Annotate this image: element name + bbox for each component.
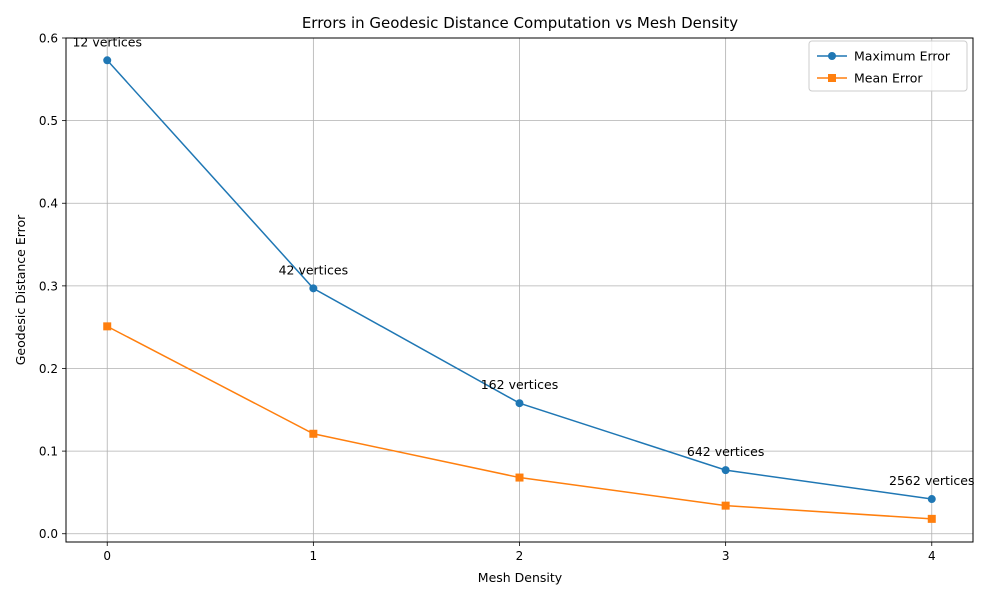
y-tick-label: 0.3: [39, 279, 58, 293]
legend-frame: [808, 40, 968, 92]
vertex-count-annotation: 2562 vertices: [889, 473, 974, 488]
data-point-mean-error: [721, 501, 730, 510]
legend: Maximum Error Mean Error: [808, 40, 968, 92]
axis-ticks: 0 1 2 3 4 0.0 0.1 0.2 0.3 0.4 0.5 0.6: [39, 32, 936, 564]
data-point-mean-error: [515, 473, 524, 482]
y-tick-label: 0.4: [39, 197, 58, 211]
legend-label-mean-error: Mean Error: [854, 71, 923, 86]
chart-title: Errors in Geodesic Distance Computation …: [302, 14, 738, 32]
data-point-max-error: [927, 495, 936, 504]
x-tick-label: 1: [310, 549, 318, 563]
y-tick-label: 0.2: [39, 362, 58, 376]
legend-marker-mean-error: [828, 74, 836, 82]
vertex-count-annotation: 12 vertices: [72, 34, 142, 49]
data-point-max-error: [103, 56, 112, 65]
x-tick-label: 4: [928, 549, 936, 563]
y-axis-label: Geodesic Distance Error: [13, 214, 28, 365]
y-tick-label: 0.6: [39, 32, 58, 46]
y-tick-label: 0.5: [39, 114, 58, 128]
vertex-count-annotation: 642 vertices: [687, 444, 765, 459]
data-point-mean-error: [103, 322, 112, 331]
x-tick-label: 2: [516, 549, 524, 563]
data-point-mean-error: [927, 514, 936, 523]
vertex-count-annotation: 42 vertices: [279, 262, 349, 277]
annotations: 12 vertices 42 vertices 162 vertices 642 ve…: [72, 34, 974, 488]
x-tick-label: 3: [722, 549, 730, 563]
legend-label-max-error: Maximum Error: [854, 49, 951, 64]
data-point-max-error: [721, 466, 730, 475]
y-tick-label: 0.1: [39, 445, 58, 459]
grid: [66, 37, 973, 542]
data-point-max-error: [515, 399, 524, 408]
legend-marker-max-error: [828, 52, 836, 60]
x-axis-label: Mesh Density: [478, 570, 563, 585]
vertex-count-annotation: 162 vertices: [481, 377, 559, 392]
x-tick-label: 0: [103, 549, 111, 563]
data-point-max-error: [309, 284, 318, 293]
data-point-mean-error: [309, 429, 318, 438]
series-layer: [103, 56, 936, 523]
y-tick-label: 0.0: [39, 527, 58, 541]
